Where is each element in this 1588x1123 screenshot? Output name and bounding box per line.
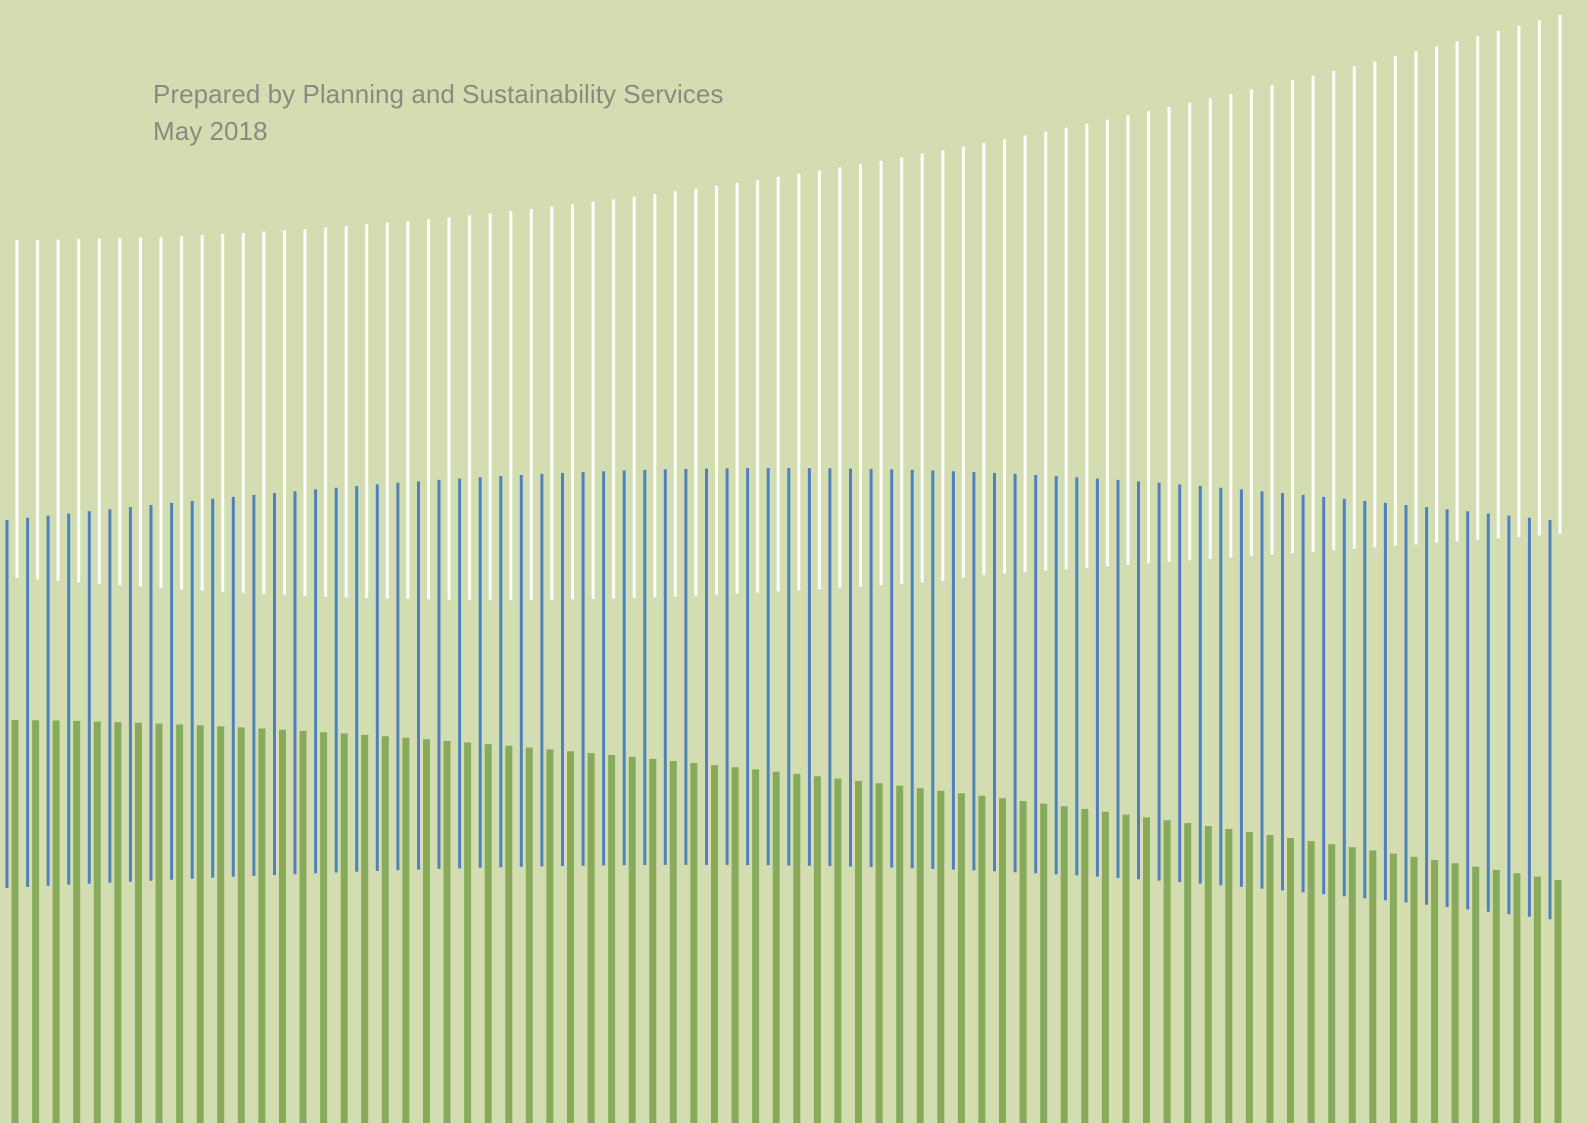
cover-text: Prepared by Planning and Sustainability …: [153, 76, 723, 150]
blue-line-group: [5, 468, 1552, 920]
white-line-group: [15, 15, 1562, 600]
publication-date: May 2018: [153, 116, 268, 146]
prepared-by-text: Prepared by Planning and Sustainability …: [153, 79, 724, 109]
green-bar-group: [11, 720, 1562, 1123]
